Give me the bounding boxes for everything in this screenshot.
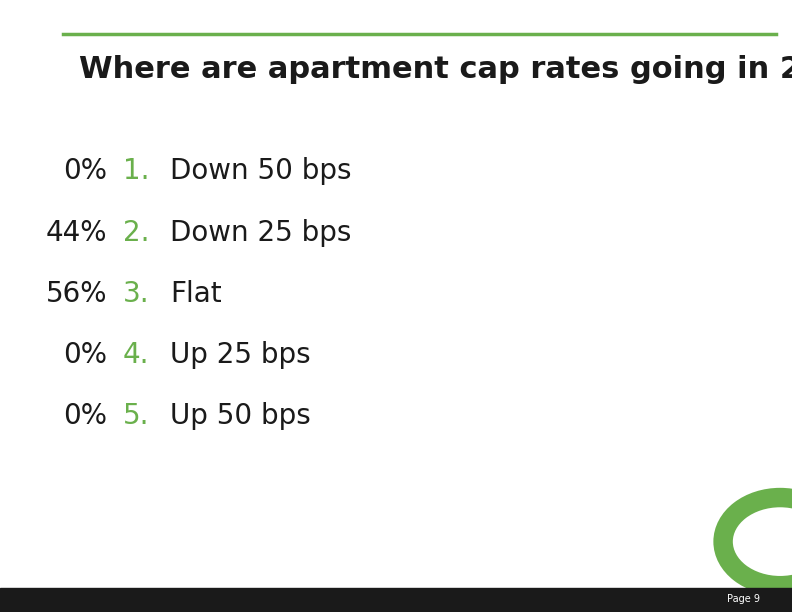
Text: 1.: 1. (123, 157, 149, 185)
Text: 44%: 44% (45, 218, 107, 247)
Text: 0%: 0% (63, 402, 107, 430)
Text: 3.: 3. (123, 280, 150, 308)
Text: Up 25 bps: Up 25 bps (170, 341, 311, 369)
Text: Up 50 bps: Up 50 bps (170, 402, 311, 430)
Text: Down 50 bps: Down 50 bps (170, 157, 352, 185)
Text: Down 25 bps: Down 25 bps (170, 218, 352, 247)
Text: 56%: 56% (45, 280, 107, 308)
Text: 5.: 5. (123, 402, 149, 430)
Text: 2.: 2. (123, 218, 149, 247)
Text: Page 9: Page 9 (727, 594, 760, 603)
Text: 0%: 0% (63, 341, 107, 369)
Bar (0, 588, 792, 612)
Text: 0%: 0% (63, 157, 107, 185)
Text: Flat: Flat (170, 280, 222, 308)
Text: 4.: 4. (123, 341, 149, 369)
Text: Where are apartment cap rates going in 2015?: Where are apartment cap rates going in 2… (79, 55, 792, 84)
